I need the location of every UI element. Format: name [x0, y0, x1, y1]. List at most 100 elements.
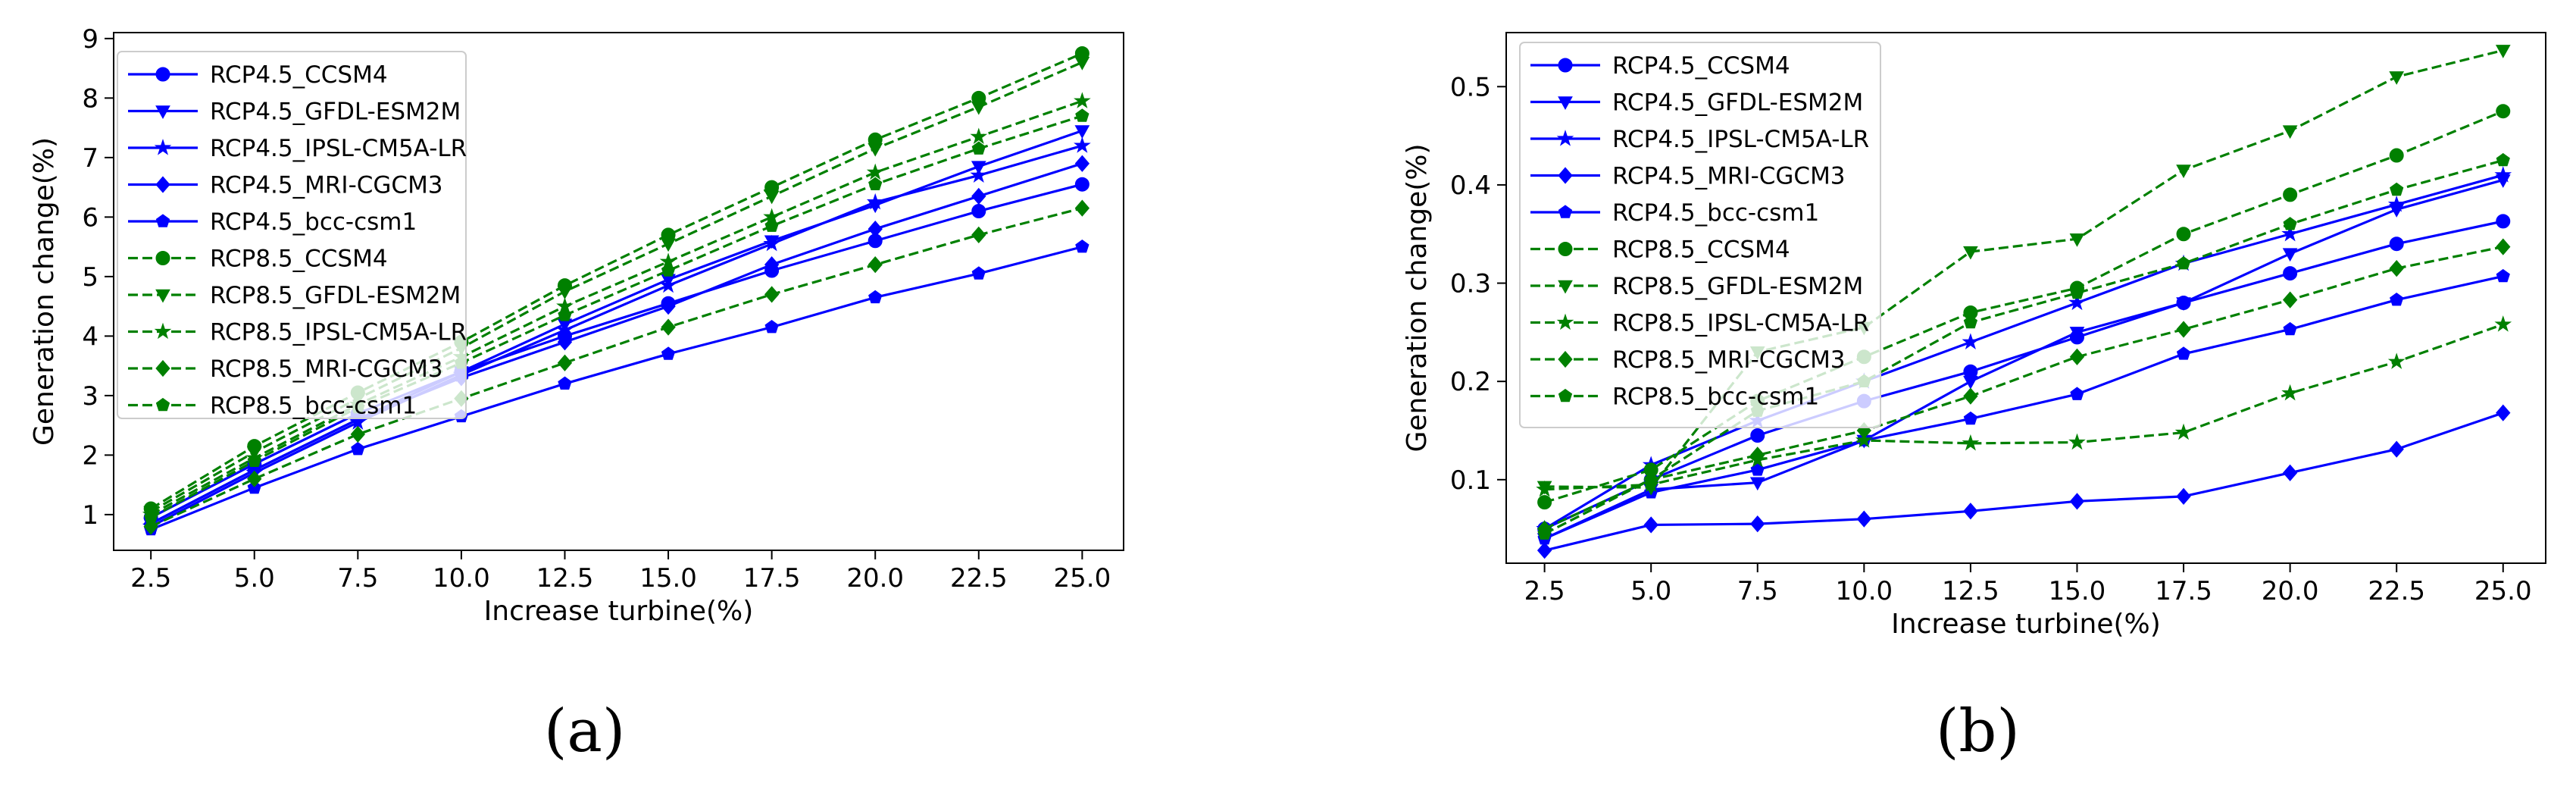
point-rcp8-5-bcc-csm1-a — [764, 218, 779, 232]
legend-label-rcp8-5-ccsm4-b: RCP8.5_CCSM4 — [1612, 236, 1790, 264]
point-rcp4-5-mri-cgcm3-b — [1963, 503, 1978, 520]
point-rcp8-5-bcc-csm1-b — [1644, 472, 1658, 486]
point-rcp4-5-ipsl-cm5a-lr-b — [1962, 333, 1980, 349]
legend-label-rcp4-5-ccsm4-b: RCP4.5_CCSM4 — [1612, 52, 1790, 80]
legend-marker-rcp8-5-mri-cgcm3-b — [1558, 350, 1573, 368]
point-rcp8-5-mri-cgcm3-a — [350, 425, 365, 443]
legend-label-rcp4-5-gfdl-esm2m-a: RCP4.5_GFDL-ESM2M — [210, 99, 461, 126]
legend-marker-rcp4-5-gfdl-esm2m-b — [1558, 96, 1573, 110]
panel-label-b: (b) — [1936, 697, 2020, 766]
legend-marker-rcp8-5-gfdl-esm2m-a — [155, 289, 170, 303]
x-tick-label-b: 10.0 — [1835, 576, 1893, 606]
legend-marker-rcp8-5-ipsl-cm5a-lr-b — [1556, 313, 1574, 330]
point-rcp8-5-bcc-csm1-a — [558, 308, 572, 321]
legend-marker-rcp4-5-bcc-csm1-a — [155, 214, 170, 227]
x-tick-label-b: 25.0 — [2474, 576, 2532, 606]
legend-marker-rcp4-5-gfdl-esm2m-a — [155, 105, 170, 119]
point-rcp8-5-gfdl-esm2m-b — [2389, 71, 2405, 85]
series-line-rcp4-5-bcc-csm1-b — [1543, 274, 2504, 540]
legend-label-rcp8-5-ipsl-cm5a-lr-b: RCP8.5_IPSL-CM5A-LR — [1612, 310, 1869, 337]
point-rcp4-5-ipsl-cm5a-lr-b — [2068, 293, 2086, 311]
point-rcp4-5-ipsl-cm5a-lr-b — [2387, 195, 2406, 212]
legend-label-rcp8-5-mri-cgcm3-a: RCP8.5_MRI-CGCM3 — [210, 356, 443, 383]
x-tick-label-a: 22.5 — [950, 563, 1008, 594]
point-rcp8-5-mri-cgcm3-a — [1074, 199, 1090, 217]
point-rcp8-5-mri-cgcm3-b — [1750, 446, 1765, 464]
series-line-rcp4-5-mri-cgcm3-b — [1544, 412, 2504, 552]
legend-label-rcp8-5-bcc-csm1-b: RCP8.5_bcc-csm1 — [1612, 384, 1819, 411]
point-rcp8-5-ipsl-cm5a-lr-a — [1074, 92, 1091, 108]
point-rcp8-5-ccsm4-b — [2389, 148, 2404, 163]
series-line-rcp4-5-ipsl-cm5a-lr-a — [150, 144, 1083, 528]
point-rcp4-5-ipsl-cm5a-lr-a — [763, 234, 780, 252]
point-rcp4-5-mri-cgcm3-a — [661, 298, 676, 315]
point-rcp4-5-bcc-csm1-a — [558, 376, 572, 390]
point-rcp8-5-bcc-csm1-a — [144, 510, 158, 524]
point-rcp4-5-bcc-csm1-a — [971, 266, 986, 280]
x-tick-label-a: 25.0 — [1054, 563, 1111, 594]
point-rcp4-5-ipsl-cm5a-lr-b — [2494, 166, 2512, 183]
point-rcp8-5-ccsm4-b — [2176, 227, 2191, 242]
y-tick-label-a: 8 — [82, 83, 98, 114]
x-tick-label-b: 20.0 — [2262, 576, 2319, 606]
point-rcp8-5-bcc-csm1-b — [2390, 182, 2404, 196]
axes-frame-b — [1505, 32, 2546, 564]
point-rcp4-5-bcc-csm1-a — [661, 346, 676, 360]
point-rcp8-5-gfdl-esm2m-a — [764, 190, 780, 205]
point-rcp8-5-mri-cgcm3-a — [764, 286, 780, 303]
y-tick-label-a: 9 — [82, 24, 98, 55]
point-rcp4-5-mri-cgcm3-a — [971, 187, 986, 205]
legend-box-a — [117, 51, 467, 419]
legend-marker-rcp8-5-mri-cgcm3-a — [155, 359, 170, 377]
point-rcp4-5-ccsm4-b — [2496, 214, 2511, 229]
legend-marker-rcp4-5-ccsm4-b — [1558, 58, 1573, 73]
x-tick-label-b: 22.5 — [2368, 576, 2425, 606]
point-rcp8-5-ipsl-cm5a-lr-b — [1962, 434, 1980, 451]
legend-label-rcp4-5-gfdl-esm2m-b: RCP4.5_GFDL-ESM2M — [1612, 89, 1863, 117]
point-rcp8-5-bcc-csm1-a — [661, 263, 676, 277]
chart-a: 2.5 5.0 7.5 10.0 12.5 15.0 17.5 20.0 22.5 25.0 1 2 3… — [29, 24, 1124, 627]
point-rcp4-5-ccsm4-b — [1750, 428, 1765, 443]
series-line-rcp8-5-mri-cgcm3-b — [1543, 246, 2504, 531]
legend-marker-rcp4-5-ipsl-cm5a-lr-a — [154, 139, 172, 155]
point-rcp4-5-gfdl-esm2m-b — [1963, 375, 1978, 390]
point-rcp4-5-ccsm4-b — [2283, 266, 2298, 281]
legend-label-rcp8-5-ipsl-cm5a-lr-a: RCP8.5_IPSL-CM5A-LR — [210, 319, 467, 346]
x-tick-label-a: 7.5 — [337, 563, 378, 594]
point-rcp8-5-mri-cgcm3-b — [2389, 259, 2404, 277]
legend-marker-rcp8-5-ipsl-cm5a-lr-a — [154, 322, 172, 340]
point-rcp8-5-mri-cgcm3-a — [661, 318, 676, 336]
series-line-rcp8-5-ccsm4-a — [150, 52, 1083, 510]
point-rcp8-5-mri-cgcm3-b — [2282, 291, 2298, 309]
y-tick-label-a: 7 — [82, 143, 98, 174]
point-rcp4-5-mri-cgcm3-b — [1643, 516, 1658, 534]
point-rcp8-5-ipsl-cm5a-lr-b — [2174, 423, 2193, 440]
legend-marker-rcp4-5-ipsl-cm5a-lr-b — [1556, 130, 1574, 146]
legend-marker-rcp8-5-ccsm4-b — [1558, 242, 1573, 256]
point-rcp8-5-mri-cgcm3-b — [2069, 348, 2085, 365]
x-axis-label-b: Increase turbine(%) — [1891, 609, 2161, 640]
series-line-rcp8-5-bcc-csm1-a — [150, 114, 1083, 519]
y-tick-label-a: 3 — [82, 381, 98, 412]
point-rcp8-5-ipsl-cm5a-lr-b — [2494, 315, 2512, 332]
x-tick-label-a: 15.0 — [639, 563, 697, 594]
legend-label-rcp4-5-ipsl-cm5a-lr-a: RCP4.5_IPSL-CM5A-LR — [210, 135, 467, 162]
point-rcp4-5-mri-cgcm3-a — [1074, 155, 1090, 172]
legend-label-rcp4-5-mri-cgcm3-b: RCP4.5_MRI-CGCM3 — [1612, 163, 1846, 190]
point-rcp8-5-gfdl-esm2m-b — [2495, 45, 2511, 58]
point-rcp8-5-mri-cgcm3-a — [557, 354, 573, 371]
point-rcp8-5-mri-cgcm3-b — [2496, 238, 2511, 255]
point-rcp8-5-mri-cgcm3-b — [1963, 387, 1978, 405]
point-rcp8-5-gfdl-esm2m-b — [2069, 233, 2085, 247]
point-rcp8-5-bcc-csm1-a — [247, 453, 261, 468]
point-rcp4-5-bcc-csm1-b — [2496, 268, 2510, 283]
x-tick-label-b: 12.5 — [1942, 576, 1999, 606]
x-tick-label-b: 15.0 — [2049, 576, 2106, 606]
series-line-rcp8-5-ccsm4-b — [1544, 110, 2504, 504]
legend-label-rcp4-5-ipsl-cm5a-lr-b: RCP4.5_IPSL-CM5A-LR — [1612, 126, 1869, 153]
point-rcp8-5-bcc-csm1-b — [2176, 256, 2191, 270]
point-rcp4-5-mri-cgcm3-a — [764, 256, 780, 274]
series-line-rcp4-5-mri-cgcm3-a — [150, 162, 1083, 525]
legend-marker-rcp4-5-ccsm4-a — [155, 67, 170, 82]
x-tick-label-a: 10.0 — [433, 563, 490, 594]
